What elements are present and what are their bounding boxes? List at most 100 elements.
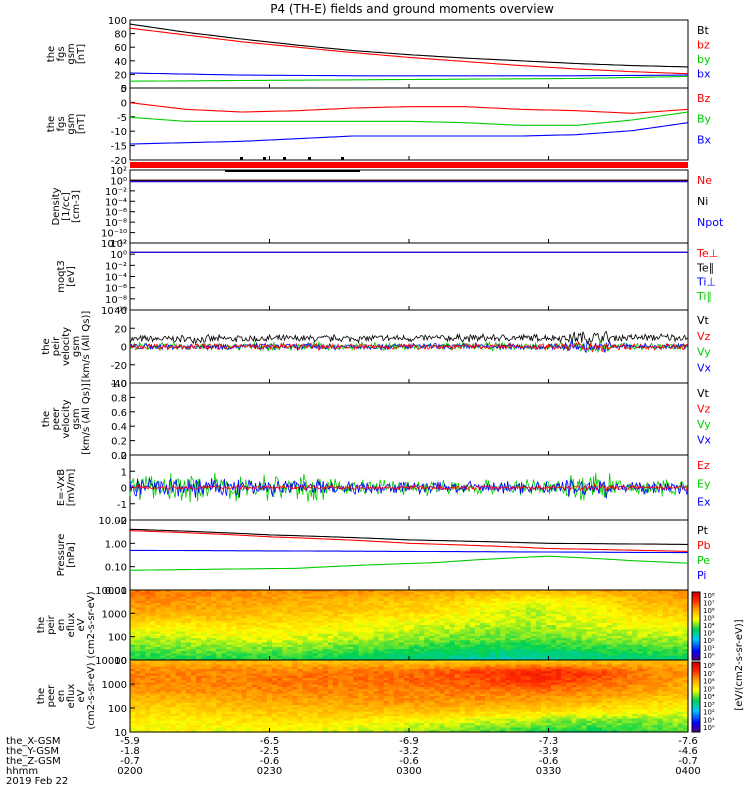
spectrogram-cell	[581, 642, 588, 646]
spectrogram-cell	[403, 625, 410, 628]
spectrogram-cell	[414, 592, 420, 595]
spectrogram-cell	[266, 660, 273, 663]
spectrogram-cell	[241, 603, 248, 606]
spectrogram-cell	[662, 666, 669, 670]
spectrogram-cell	[510, 642, 517, 646]
spectrogram-cell	[373, 622, 380, 626]
spectrogram-cell	[566, 678, 572, 681]
spectrogram-cell	[439, 678, 446, 681]
spectrogram-cell	[145, 673, 151, 677]
spectrogram-cell	[449, 651, 456, 655]
spectrogram-cell	[622, 640, 628, 644]
spectrogram-cell	[282, 629, 288, 633]
spectrogram-cell	[358, 638, 364, 641]
spectrogram-cell	[343, 618, 349, 622]
spectrogram-cell	[652, 653, 659, 657]
spectrogram-cell	[627, 660, 633, 663]
spectrogram-cell	[165, 627, 172, 630]
spectrogram-cell	[632, 655, 638, 659]
spectrogram-cell	[530, 657, 537, 661]
spectrogram-cell	[251, 600, 258, 604]
spectrogram-cell	[287, 620, 293, 624]
spectrogram-cell	[682, 625, 689, 628]
spectrogram-cell	[231, 631, 238, 635]
spectrogram-cell	[175, 657, 182, 661]
spectrogram-cell	[185, 678, 192, 681]
spectrogram-cell	[272, 627, 278, 630]
spectrogram-cell	[231, 618, 238, 622]
spectrogram-cell	[581, 655, 588, 659]
spectrogram-cell	[353, 671, 359, 675]
spectrogram-cell	[388, 642, 395, 646]
spectrogram-cell	[231, 592, 238, 595]
spectrogram-cell	[627, 629, 633, 633]
spectrogram-cell	[677, 635, 684, 639]
spectrogram-cell	[449, 666, 456, 670]
spectrogram-cell	[551, 620, 557, 624]
spectrogram-cell	[358, 669, 364, 672]
spectrogram-cell	[596, 666, 603, 670]
spectrogram-cell	[464, 607, 471, 611]
spectrogram-cell	[530, 596, 537, 600]
spectrogram-cell	[409, 666, 415, 670]
spectrogram-cell	[135, 673, 141, 677]
spectrogram-cell	[566, 594, 572, 598]
spectrogram-cell	[525, 620, 532, 624]
spectrogram-cell	[368, 590, 375, 593]
spectrogram-cell	[266, 646, 273, 650]
spectrogram-cell	[216, 627, 222, 630]
spectrogram-cell	[145, 680, 151, 684]
spectrogram-cell	[358, 625, 364, 628]
spectrogram-cell	[622, 669, 628, 672]
spectrogram-cell	[251, 616, 258, 620]
spectrogram-cell	[302, 618, 309, 622]
spectrogram-cell	[571, 629, 577, 633]
spectrogram-cell	[520, 678, 527, 681]
spectrogram-cell	[201, 635, 207, 639]
spectrogram-cell	[145, 629, 151, 633]
spectrogram-cell	[474, 642, 481, 646]
spectrogram-cell	[216, 664, 222, 668]
spectrogram-cell	[327, 618, 334, 622]
spectrogram-cell	[302, 611, 309, 615]
spectrogram-cell	[190, 625, 197, 628]
spectrogram-cell	[474, 620, 481, 624]
spectrogram-cell	[282, 664, 288, 668]
spectrogram-cell	[388, 635, 395, 639]
spectrogram-cell	[601, 644, 608, 648]
spectrogram-cell	[160, 594, 167, 598]
spectrogram-cell	[246, 596, 253, 600]
spectrogram-cell	[515, 671, 522, 675]
spectrogram-cell	[672, 631, 679, 635]
spectrogram-cell	[596, 618, 603, 622]
spectrogram-cell	[368, 605, 375, 609]
spectrogram-cell	[388, 671, 395, 675]
spectrogram-cell	[642, 627, 649, 630]
spectrogram-cell	[246, 594, 253, 598]
spectrogram-cell	[662, 638, 669, 641]
spectrogram-cell	[155, 590, 162, 593]
spectrogram-cell	[490, 666, 496, 670]
spectrogram-cell	[170, 638, 177, 641]
spectrogram-cell	[160, 644, 167, 648]
spectrogram-cell	[556, 660, 562, 663]
spectrogram-cell	[429, 618, 435, 622]
spectrogram-cell	[251, 662, 258, 666]
spectrogram-cell	[667, 618, 674, 622]
spectrogram-cell	[231, 627, 238, 630]
spectrogram-cell	[287, 657, 293, 661]
spectrogram-cell	[647, 609, 654, 613]
spectrogram-cell	[170, 680, 177, 684]
spectrogram-cell	[145, 622, 151, 626]
y-tick-label: 10⁻¹²	[101, 239, 127, 250]
spectrogram-cell	[652, 675, 659, 679]
spectrogram-cell	[530, 651, 537, 655]
spectrogram-cell	[576, 682, 583, 686]
spectrogram-cell	[190, 640, 197, 644]
spectrogram-cell	[545, 614, 552, 617]
spectrogram-cell	[474, 605, 481, 609]
spectrogram-cell	[439, 657, 446, 661]
spectrogram-cell	[236, 620, 243, 624]
spectrogram-cell	[368, 649, 375, 652]
